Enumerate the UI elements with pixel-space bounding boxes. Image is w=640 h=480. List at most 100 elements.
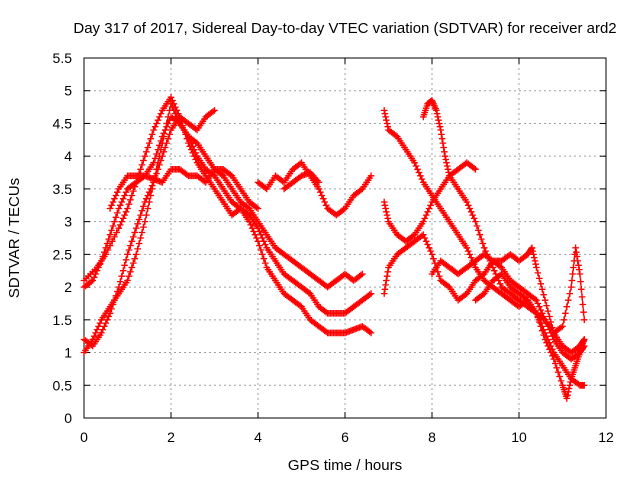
data-point-marker [251,231,259,238]
data-point-marker [112,214,120,221]
data-point-marker [201,178,208,185]
series-track-3 [80,100,366,356]
data-point-marker [523,295,530,303]
x-tick-label: 2 [167,429,175,445]
data-point-marker [412,162,420,170]
data-point-marker [537,280,544,288]
data-point-marker [127,196,134,204]
data-point-marker [533,310,540,317]
data-point-marker [138,161,146,169]
data-point-marker [357,271,365,279]
data-point-marker [99,253,107,260]
data-point-marker [581,336,588,343]
data-point-marker [424,241,431,248]
data-point-marker [366,291,373,298]
data-point-marker [172,110,179,117]
data-point-marker [157,157,165,164]
data-point-marker [578,293,586,301]
data-point-marker [192,156,199,163]
data-point-marker [439,139,447,147]
data-point-marker [119,215,127,222]
data-point-marker [137,234,144,242]
data-point-marker [260,255,268,262]
data-point-marker [557,377,565,385]
data-point-marker [530,254,538,261]
data-point-marker [111,218,118,225]
series-track-4 [80,107,218,350]
data-point-marker [248,224,256,232]
data-point-marker [367,290,375,297]
data-point-marker [190,146,198,153]
data-point-marker [321,198,328,206]
chart-title: Day 317 of 2017, Sidereal Day-to-day VTE… [73,20,616,37]
data-point-marker [111,296,118,304]
data-point-marker [543,339,550,346]
data-point-marker [141,198,149,206]
data-point-marker [546,313,553,320]
data-point-marker [380,290,388,297]
data-point-marker [319,195,327,202]
data-point-marker [463,244,471,252]
data-point-marker [145,139,153,147]
series-track-12 [428,244,588,337]
data-point-marker [164,135,172,142]
data-point-marker [536,303,543,310]
data-point-marker [383,208,390,216]
data-point-marker [565,388,572,396]
data-point-marker [554,368,562,376]
data-point-marker [383,120,391,127]
data-point-marker [579,301,587,308]
data-point-marker [109,222,117,230]
data-point-marker [422,238,430,245]
data-point-marker [549,324,556,331]
data-point-marker [93,267,101,274]
data-point-marker [144,144,152,151]
data-point-marker [436,123,444,130]
data-point-marker [530,251,537,258]
data-point-marker [93,326,101,333]
data-point-marker [428,251,436,258]
x-tick-label: 0 [80,429,88,445]
data-point-marker [574,257,581,265]
data-point-marker [463,198,471,206]
data-point-marker [441,152,449,160]
data-point-marker [384,268,392,276]
y-tick-label: 4.5 [53,115,73,131]
data-point-marker [496,271,504,279]
data-point-marker [114,209,121,217]
data-point-marker [315,179,323,186]
data-point-marker [132,224,140,232]
x-axis-title: GPS time / hours [288,457,402,474]
data-point-marker [434,113,442,121]
data-point-marker [427,247,434,255]
data-point-marker [114,188,121,196]
data-point-marker [244,210,252,218]
data-point-marker [279,178,286,185]
data-point-marker [427,202,434,209]
data-point-marker [537,323,544,330]
data-point-marker [130,233,137,241]
data-point-marker [125,272,133,280]
data-point-marker [114,288,121,295]
data-point-marker [128,264,136,271]
data-point-marker [88,341,95,349]
data-point-marker [115,224,123,232]
data-point-marker [95,264,102,271]
data-point-marker [322,328,330,336]
data-point-marker [98,329,105,337]
data-point-marker [169,97,176,104]
data-point-marker [383,277,390,284]
data-point-marker [117,221,124,229]
data-point-marker [130,187,137,195]
y-tick-label: 5 [64,83,72,99]
data-point-marker [418,175,426,183]
data-point-marker [438,131,445,138]
data-point-marker [105,313,112,320]
data-point-marker [148,131,156,138]
data-point-marker [547,349,555,356]
data-point-marker [192,149,199,157]
data-point-marker [111,233,118,241]
data-point-marker [538,310,546,317]
data-point-marker [578,286,585,293]
data-point-marker [322,308,330,316]
